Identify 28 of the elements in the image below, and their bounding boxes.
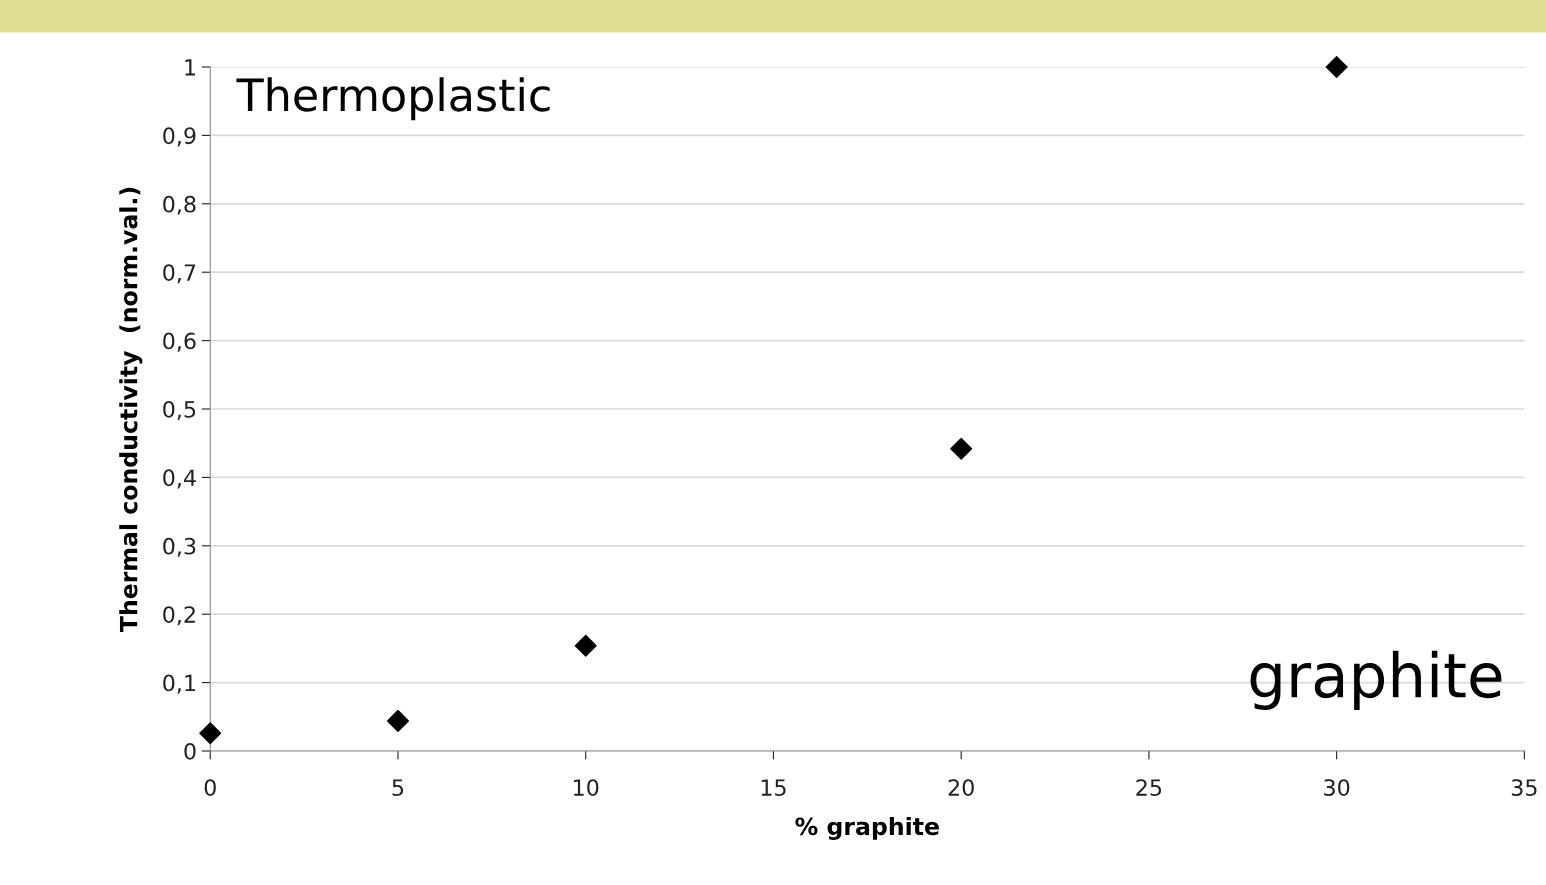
y-tick-label: 0,7 — [163, 264, 196, 284]
x-tick-label: 35 — [1511, 779, 1537, 796]
annotation: Thermoplastic — [236, 77, 550, 121]
point — [1325, 55, 1348, 78]
x-tick-label: 25 — [1136, 779, 1162, 796]
y-tick-label: 0,1 — [163, 674, 196, 694]
y-tick-label: 0,3 — [163, 537, 196, 557]
point — [950, 437, 973, 460]
x-tick-label: 0 — [204, 779, 216, 796]
x-tick-label: 30 — [1324, 779, 1350, 796]
y-tick-label: 0 — [184, 742, 196, 760]
point — [199, 722, 222, 745]
y-tick-label: 0,2 — [163, 606, 195, 626]
x-tick-label: 20 — [948, 779, 974, 796]
x-tick-label: 5 — [392, 779, 404, 796]
y-tick-label: 0,9 — [163, 127, 196, 147]
annotation: graphite — [1250, 650, 1502, 710]
y-axis-title: Thermal conductivity (norm.val.) — [119, 187, 143, 633]
x-tick-label: 15 — [761, 779, 786, 796]
y-tick-label: 0,5 — [163, 400, 196, 421]
y-tick-label: 0,4 — [163, 469, 196, 489]
x-axis-title: % graphite — [795, 816, 939, 840]
point — [574, 634, 597, 657]
y-tick-label: 0,8 — [163, 195, 196, 215]
point — [386, 709, 409, 732]
y-tick-label: 0,6 — [163, 332, 196, 352]
x-tick-label: 10 — [574, 779, 599, 796]
y-tick-label: 1 — [185, 59, 196, 76]
